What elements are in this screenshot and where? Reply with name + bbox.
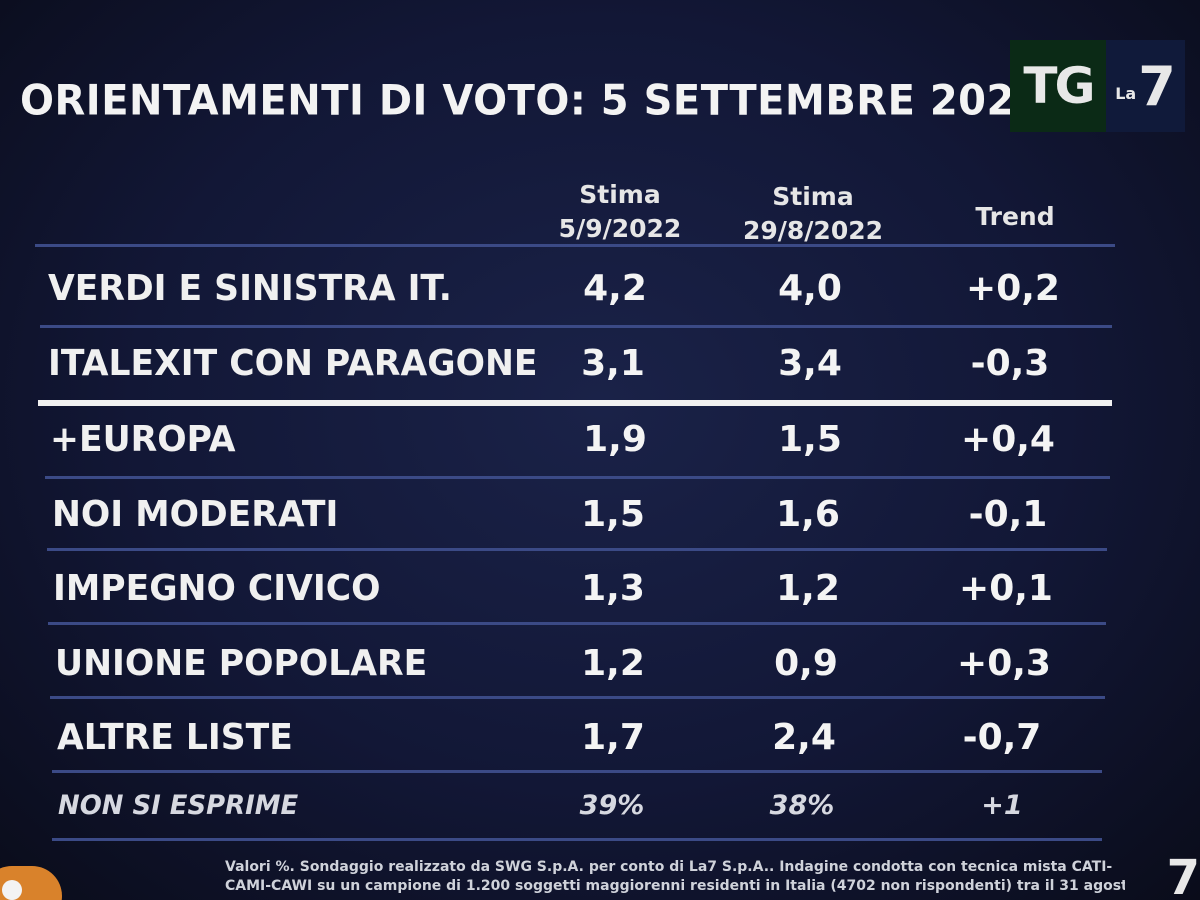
trend-value: +0,1 — [959, 568, 1053, 609]
no-expression-previous: 38% — [769, 790, 835, 821]
party-name: NOI MODERATI — [52, 494, 339, 535]
estimate-current: 1,3 — [581, 568, 645, 609]
row-divider — [45, 476, 1110, 479]
estimate-previous: 1,2 — [776, 568, 840, 609]
corner-la7-watermark: 7 — [1166, 850, 1200, 900]
table-row: ITALEXIT CON PARAGONE 3,1 3,4 -0,3 — [0, 343, 1200, 393]
row-divider — [47, 548, 1107, 551]
column-header-previous-line2: 29/8/2022 — [742, 216, 884, 245]
threshold-divider — [38, 400, 1112, 406]
footnote-line1: Valori %. Sondaggio realizzato da SWG S.… — [225, 859, 1113, 875]
row-divider — [40, 325, 1112, 328]
trend-value: -0,3 — [970, 343, 1050, 384]
estimate-previous: 0,9 — [774, 643, 838, 684]
party-name: UNIONE POPOLARE — [55, 643, 428, 684]
estimate-current: 4,2 — [583, 268, 647, 309]
table-row: ALTRE LISTE 1,7 2,4 -0,7 — [0, 717, 1200, 767]
estimate-current: 1,2 — [581, 643, 645, 684]
no-expression-label: NON SI ESPRIME — [58, 790, 299, 821]
logo-la: La — [1115, 83, 1137, 103]
logo-seven: 7 — [1138, 54, 1176, 118]
table-row: NOI MODERATI 1,5 1,6 -0,1 — [0, 494, 1200, 544]
estimate-current: 1,5 — [581, 494, 645, 535]
party-name: ALTRE LISTE — [57, 717, 293, 758]
logo-tg: TG — [1010, 40, 1106, 132]
column-header-current-line2: 5/9/2022 — [558, 214, 682, 243]
estimate-previous: 1,6 — [776, 494, 840, 535]
no-expression-trend: +1 — [981, 790, 1023, 821]
survey-footnote: Valori %. Sondaggio realizzato da SWG S.… — [225, 858, 1125, 900]
estimate-current: 1,7 — [581, 717, 645, 758]
estimate-previous: 1,5 — [778, 419, 842, 460]
row-divider — [52, 838, 1102, 841]
trend-value: +0,2 — [966, 268, 1060, 309]
logo-la7: La 7 — [1106, 40, 1185, 132]
row-divider — [48, 622, 1106, 625]
party-name: IMPEGNO CIVICO — [53, 568, 381, 609]
trend-value: +0,3 — [957, 643, 1051, 684]
column-header-previous: Stima 29/8/2022 — [733, 180, 893, 248]
column-header-current-line1: Stima — [579, 180, 661, 209]
table-row: IMPEGNO CIVICO 1,3 1,2 +0,1 — [0, 568, 1200, 618]
page-title: ORIENTAMENTI DI VOTO: 5 SETTEMBRE 2022 — [20, 76, 1044, 126]
table-row: UNIONE POPOLARE 1,2 0,9 +0,3 — [0, 643, 1200, 693]
table-row: +EUROPA 1,9 1,5 +0,4 — [0, 419, 1200, 469]
table-row-no-expression: NON SI ESPRIME 39% 38% +1 — [0, 790, 1200, 840]
row-divider — [52, 770, 1102, 773]
party-name: ITALEXIT CON PARAGONE — [48, 343, 538, 384]
trend-value: +0,4 — [961, 419, 1055, 460]
corner-mascot-eye — [2, 880, 22, 900]
estimate-current: 3,1 — [581, 343, 645, 384]
no-expression-current: 39% — [579, 790, 645, 821]
table-row: VERDI E SINISTRA IT. 4,2 4,0 +0,2 — [0, 268, 1200, 318]
row-divider — [50, 696, 1105, 699]
estimate-previous: 2,4 — [772, 717, 836, 758]
tg-la7-logo: TG La 7 — [1010, 40, 1185, 132]
column-header-current: Stima 5/9/2022 — [545, 178, 695, 246]
footnote-line2: CAMI-CAWI su un campione di 1.200 sogget… — [225, 878, 1125, 894]
header-rule — [35, 244, 1115, 247]
party-name: +EUROPA — [50, 419, 236, 460]
trend-value: -0,7 — [962, 717, 1042, 758]
column-header-previous-line1: Stima — [772, 182, 854, 211]
trend-value: -0,1 — [968, 494, 1048, 535]
column-header-trend: Trend — [975, 202, 1055, 231]
estimate-current: 1,9 — [583, 419, 647, 460]
estimate-previous: 3,4 — [778, 343, 842, 384]
party-name: VERDI E SINISTRA IT. — [48, 268, 452, 309]
estimate-previous: 4,0 — [778, 268, 842, 309]
